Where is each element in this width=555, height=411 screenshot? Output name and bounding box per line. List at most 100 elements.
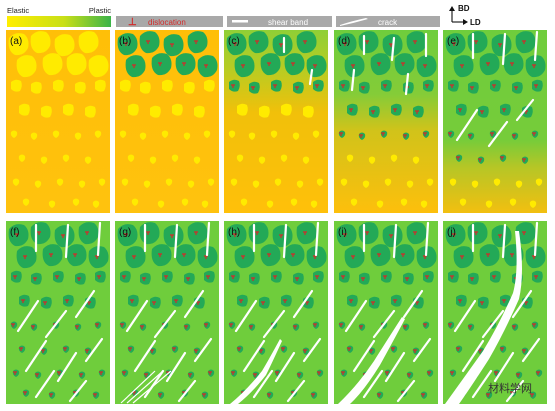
dislocation-mark	[500, 156, 504, 160]
dislocation-mark	[57, 371, 61, 375]
dislocation-mark	[293, 325, 297, 329]
panel-3: (c)	[224, 30, 328, 213]
grain	[249, 272, 260, 285]
grain	[391, 294, 402, 307]
dislocation-mark	[512, 325, 516, 329]
shear-band	[292, 289, 314, 319]
dislocation-mark	[273, 84, 277, 88]
dislocation-mark	[170, 43, 174, 47]
shear-band	[302, 337, 322, 363]
shear-band	[205, 221, 211, 257]
dislocation-mark	[79, 373, 83, 377]
legend-dislocation-label: dislocation	[148, 18, 186, 27]
grain	[150, 296, 161, 309]
dislocation-mark	[452, 233, 456, 237]
grain	[500, 103, 511, 116]
dislocation-mark	[532, 132, 536, 136]
dislocation-mark	[403, 134, 407, 138]
dislocation-mark	[43, 301, 47, 305]
shear-band	[455, 108, 479, 142]
dislocation-mark	[41, 349, 45, 353]
shear-band	[308, 68, 314, 86]
panel-label: (g)	[119, 227, 131, 238]
legend-crack-label: crack	[378, 18, 398, 27]
dislocation-mark	[172, 347, 176, 351]
dislocation-mark	[15, 233, 19, 237]
dislocation-mark	[37, 231, 41, 235]
dislocation-mark	[77, 277, 81, 281]
dislocation-mark	[474, 40, 478, 44]
dislocation-mark	[369, 349, 373, 353]
grain	[339, 79, 350, 92]
dislocation-mark	[204, 64, 208, 68]
shear-band	[64, 223, 70, 259]
dislocation-mark	[383, 275, 387, 279]
dislocation-mark	[164, 275, 168, 279]
grain	[359, 272, 370, 285]
dislocation-mark	[341, 371, 345, 375]
panel-label: (d)	[338, 36, 350, 47]
grain	[381, 270, 392, 283]
grain	[95, 79, 106, 92]
dislocation-mark	[208, 371, 212, 375]
shear-band	[515, 98, 535, 122]
dislocation-mark	[99, 371, 103, 375]
shear-band	[487, 120, 509, 148]
dislocation-mark	[291, 62, 295, 66]
dislocation-mark	[174, 299, 178, 303]
grain	[204, 79, 215, 92]
dislocation-mark	[75, 325, 79, 329]
grain	[140, 272, 151, 285]
dislocation-mark	[343, 233, 347, 237]
grain	[128, 103, 139, 116]
grain	[11, 270, 22, 283]
dislocation-mark	[303, 231, 307, 235]
grain	[478, 105, 489, 118]
shear-band	[521, 337, 541, 363]
dislocation-mark	[303, 40, 307, 44]
shear-band	[234, 299, 258, 333]
shear-band	[372, 309, 396, 339]
grain	[259, 105, 270, 118]
grain	[120, 270, 131, 283]
dislocation-mark	[140, 325, 144, 329]
panel-4: (d)	[334, 30, 438, 213]
dislocation-mark	[239, 299, 243, 303]
dislocation-mark	[393, 299, 397, 303]
coordinate-axes: BD LD	[449, 4, 481, 27]
dislocation-mark	[249, 325, 253, 329]
dislocation-mark	[303, 349, 307, 353]
shear-band	[165, 351, 187, 383]
grain	[413, 105, 424, 118]
dislocation-mark	[341, 84, 345, 88]
dislocation-mark	[35, 373, 39, 377]
dislocation-mark	[371, 110, 375, 114]
grain	[237, 294, 248, 307]
dislocation-mark	[470, 277, 474, 281]
shear-band	[252, 369, 274, 399]
dislocation-mark	[297, 373, 301, 377]
dislocation-mark	[480, 110, 484, 114]
panel-label: (h)	[228, 227, 240, 238]
dislocation-mark	[241, 64, 245, 68]
axis-ld-label: LD	[470, 18, 481, 27]
dislocation-mark	[514, 86, 518, 90]
crack-symbol	[340, 18, 368, 26]
grain	[512, 81, 523, 94]
dislocation-mark	[486, 253, 490, 257]
dislocation-mark	[124, 42, 128, 46]
dislocation-mark	[21, 299, 25, 303]
grain	[456, 294, 467, 307]
dislocation-mark	[283, 299, 287, 303]
grain	[293, 81, 304, 94]
dislocation-mark	[182, 253, 186, 257]
grain	[391, 103, 402, 116]
scale-plastic-label: Plastic	[89, 6, 111, 15]
dislocation-mark	[124, 233, 128, 237]
grain	[229, 79, 240, 92]
shear-band	[177, 379, 197, 403]
dislocation-mark	[401, 253, 405, 257]
grain	[120, 79, 131, 92]
dislocation-mark	[122, 275, 126, 279]
grain	[468, 81, 479, 94]
